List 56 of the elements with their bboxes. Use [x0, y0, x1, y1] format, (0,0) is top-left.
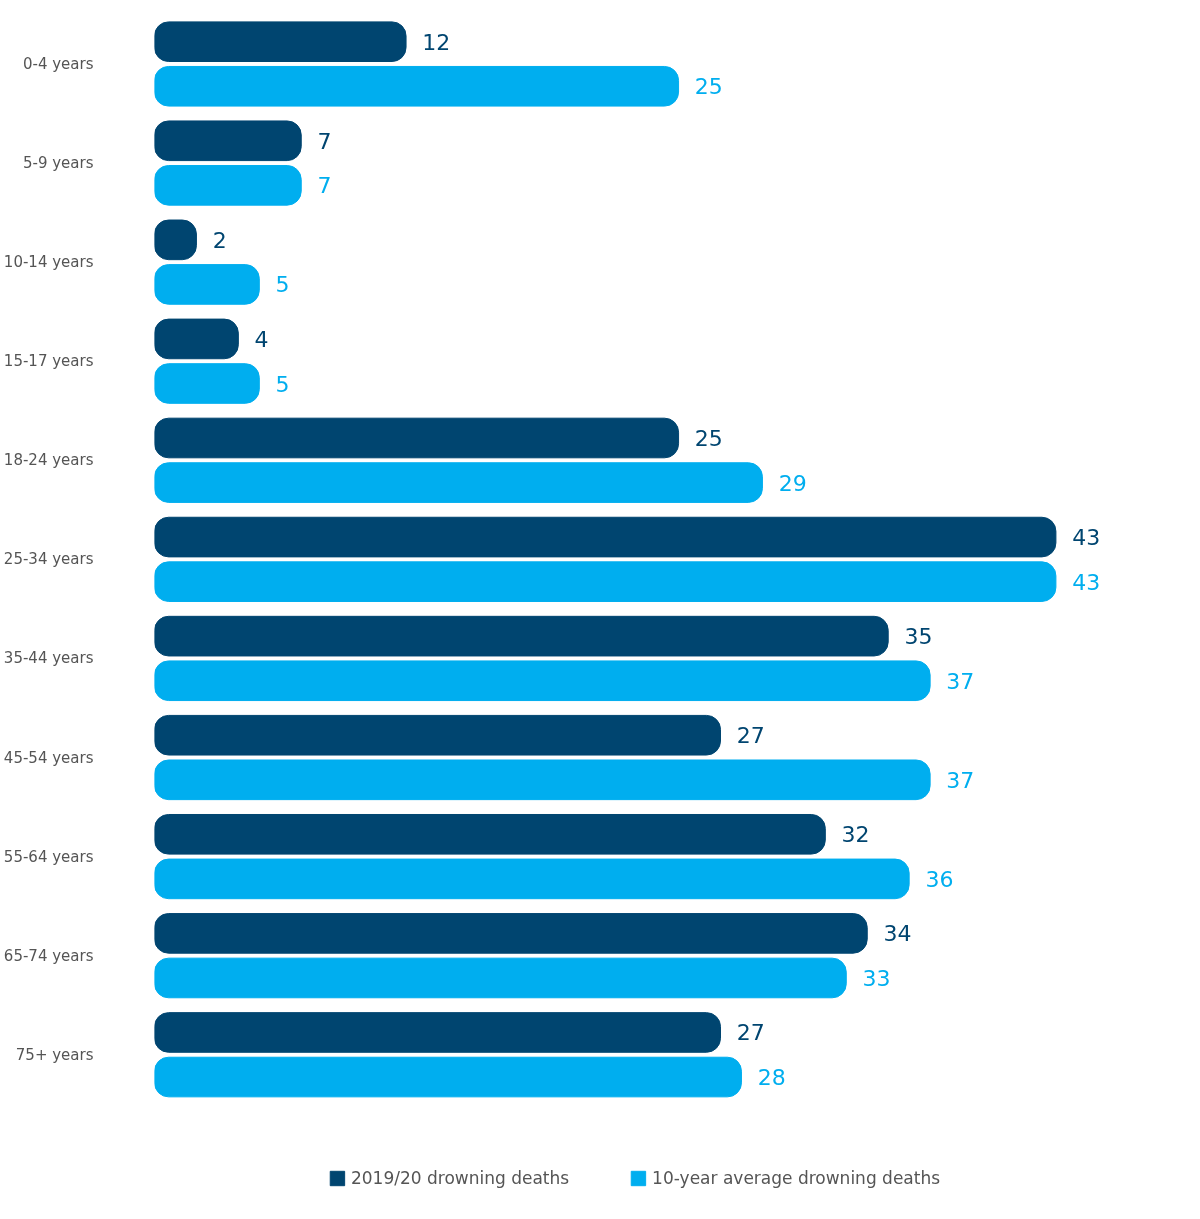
y-tick-label: 45-54 years — [3, 748, 94, 767]
y-tick-label: 25-34 years — [3, 550, 94, 569]
bar — [154, 516, 1057, 558]
data-label: 5 — [275, 272, 290, 298]
y-tick-label: 75+ years — [15, 1045, 94, 1064]
data-label: 25 — [694, 74, 723, 100]
data-label: 35 — [904, 624, 933, 650]
bar — [154, 957, 847, 999]
y-tick-label: 0-4 years — [22, 54, 94, 73]
y-tick-label: 65-74 years — [3, 946, 94, 965]
bar — [154, 561, 1057, 602]
bar — [154, 1056, 742, 1098]
y-tick-label: 10-14 years — [3, 253, 94, 272]
y-tick-label: 35-44 years — [3, 649, 94, 668]
bar — [154, 318, 239, 360]
data-label: 33 — [862, 965, 891, 991]
bar — [154, 21, 407, 63]
data-label: 29 — [778, 470, 807, 496]
data-label: 37 — [946, 668, 975, 694]
bar — [154, 858, 910, 900]
data-label: 27 — [736, 723, 765, 749]
data-label: 34 — [883, 921, 912, 947]
legend-label: 10-year average drowning deaths — [652, 1168, 941, 1188]
data-label: 2 — [212, 227, 227, 253]
bar — [154, 913, 868, 954]
bar — [154, 714, 721, 756]
data-label: 4 — [254, 326, 269, 352]
bar — [154, 462, 763, 503]
bar — [154, 120, 302, 162]
bar — [154, 65, 680, 107]
data-label: 27 — [736, 1020, 765, 1046]
data-label: 28 — [757, 1065, 786, 1091]
bar — [154, 759, 931, 801]
bar — [154, 660, 931, 702]
bar — [154, 363, 260, 404]
legend-label: 2019/20 drowning deaths — [350, 1168, 570, 1188]
bar — [154, 264, 260, 305]
data-label: 32 — [841, 822, 870, 848]
data-label: 43 — [1072, 569, 1101, 595]
data-label: 37 — [946, 767, 975, 793]
y-tick-label: 5-9 years — [22, 154, 94, 173]
data-label: 43 — [1072, 525, 1101, 551]
bar — [154, 1012, 721, 1053]
bar — [154, 813, 826, 855]
data-label: 7 — [317, 128, 332, 154]
data-label: 12 — [422, 29, 451, 55]
bar — [154, 165, 302, 206]
data-label: 7 — [317, 173, 332, 199]
y-tick-label: 55-64 years — [3, 847, 94, 866]
data-label: 36 — [925, 866, 954, 892]
data-label: 25 — [694, 426, 723, 451]
bar — [154, 615, 889, 657]
bar — [154, 417, 680, 459]
data-label: 5 — [275, 371, 290, 397]
y-tick-label: 15-17 years — [3, 352, 94, 371]
y-tick-label: 18-24 years — [3, 451, 94, 470]
